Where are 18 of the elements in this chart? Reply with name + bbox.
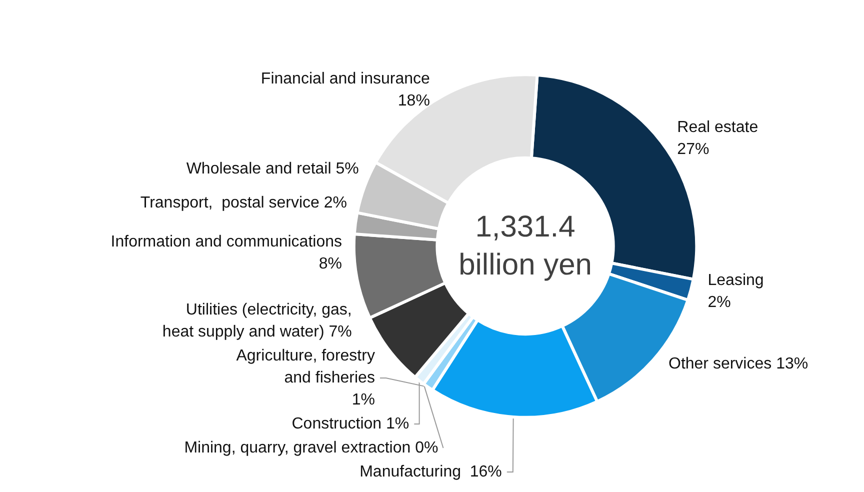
slice-label: Other services 13% [668, 356, 808, 373]
slice-label: Agriculture, forestry and fisheries [236, 348, 375, 386]
slice-label: Real estate [677, 118, 758, 136]
slice-label: Manufacturing 16% [360, 464, 502, 480]
data-label: 1% [352, 392, 375, 408]
data-label: 2% [708, 294, 731, 311]
category-label: Mining, quarry, gravel extraction 0% [184, 440, 438, 456]
slice-label: Wholesale and retail 5% [186, 160, 359, 178]
slice-label: Information and communications [110, 234, 342, 251]
slice-label: Utilities (electricity, gas, heat supply and water) 7% [162, 302, 352, 340]
slice-label: Financial and insurance [260, 70, 430, 88]
slice-label: Transport, postal service 2% [140, 194, 347, 212]
text: 1,331.4 billion yen [458, 210, 592, 282]
data-label: 8% [318, 256, 342, 273]
slice-label: Leasing [708, 272, 764, 289]
data-label: 18% [398, 92, 430, 110]
data-label: 27% [677, 140, 710, 158]
slice-label: Construction 1% [292, 416, 410, 432]
